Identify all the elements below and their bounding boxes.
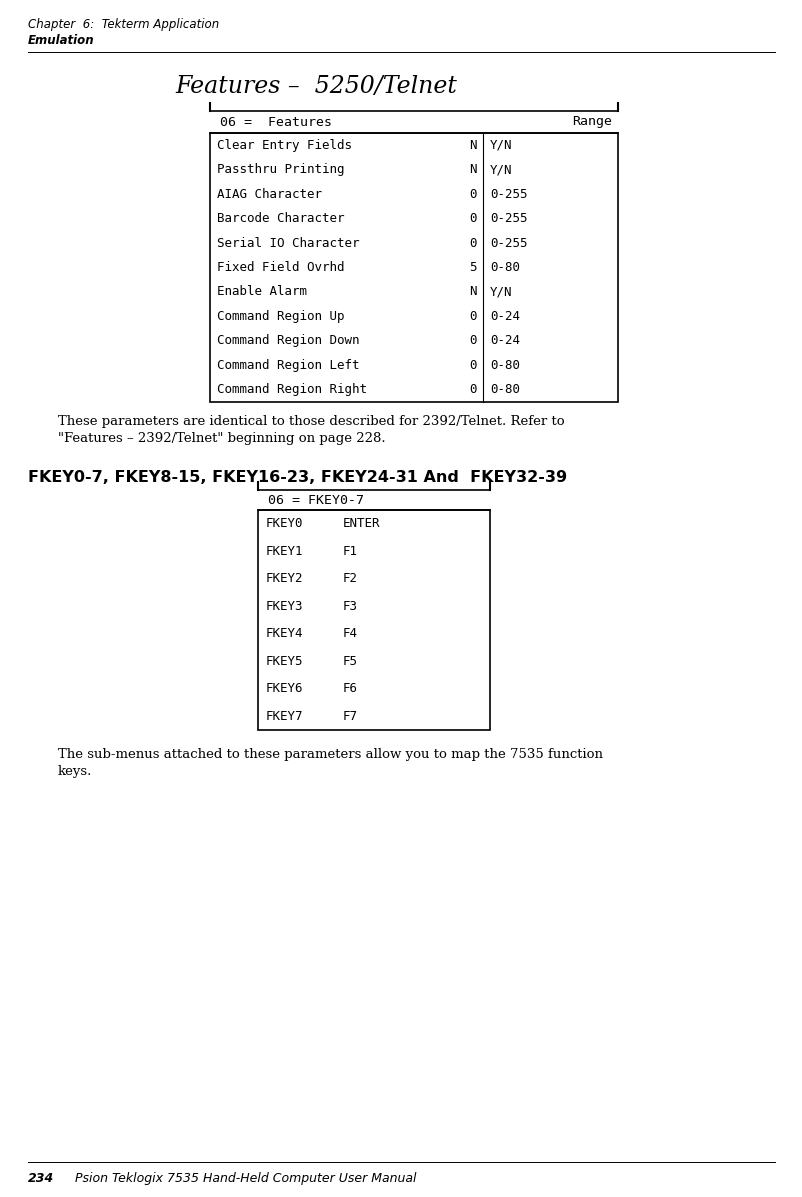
Text: Y/N: Y/N [489, 285, 512, 298]
Text: Features –  5250/Telnet: Features – 5250/Telnet [175, 75, 456, 98]
Text: The sub-menus attached to these parameters allow you to map the 7535 function: The sub-menus attached to these paramete… [58, 748, 602, 761]
Text: 0-255: 0-255 [489, 188, 527, 201]
Text: "Features – 2392/Telnet" beginning on page 228.: "Features – 2392/Telnet" beginning on pa… [58, 432, 385, 445]
Text: Enable Alarm: Enable Alarm [217, 285, 359, 298]
Text: F1: F1 [342, 545, 358, 558]
Text: Clear Entry Fields: Clear Entry Fields [217, 139, 359, 152]
Text: 0: 0 [469, 237, 476, 249]
Text: N: N [469, 285, 476, 298]
Text: 06 = FKEY0-7: 06 = FKEY0-7 [268, 493, 363, 506]
Text: 0: 0 [469, 188, 476, 201]
Text: ENTER: ENTER [342, 517, 380, 530]
Text: Fixed Field Ovrhd: Fixed Field Ovrhd [217, 261, 359, 274]
Text: 0: 0 [469, 334, 476, 347]
Text: Command Region Down: Command Region Down [217, 334, 359, 347]
Text: FKEY0-7, FKEY8-15, FKEY16-23, FKEY24-31 And  FKEY32-39: FKEY0-7, FKEY8-15, FKEY16-23, FKEY24-31 … [28, 470, 566, 485]
Text: keys.: keys. [58, 765, 92, 778]
Bar [257, 510, 489, 730]
Text: 0-255: 0-255 [489, 212, 527, 225]
Text: 0-24: 0-24 [489, 310, 520, 323]
Text: Serial IO Character: Serial IO Character [217, 237, 359, 249]
Text: Psion Teklogix 7535 Hand-Held Computer User Manual: Psion Teklogix 7535 Hand-Held Computer U… [75, 1172, 416, 1185]
Text: 0-80: 0-80 [489, 261, 520, 274]
Text: FKEY7: FKEY7 [265, 710, 303, 723]
Text: These parameters are identical to those described for 2392/Telnet. Refer to: These parameters are identical to those … [58, 415, 564, 429]
Text: Barcode Character: Barcode Character [217, 212, 359, 225]
Text: Command Region Right: Command Region Right [217, 383, 367, 396]
Text: 0: 0 [469, 383, 476, 396]
Text: F6: F6 [342, 682, 358, 695]
Text: N: N [469, 163, 476, 176]
Text: AIAG Character: AIAG Character [217, 188, 359, 201]
Text: FKEY1: FKEY1 [265, 545, 303, 558]
Text: 0-255: 0-255 [489, 237, 527, 249]
Text: Y/N: Y/N [489, 163, 512, 176]
Text: Command Region Left: Command Region Left [217, 359, 359, 372]
Text: FKEY0: FKEY0 [265, 517, 303, 530]
Text: 0-80: 0-80 [489, 359, 520, 372]
Text: F5: F5 [342, 655, 358, 668]
Text: FKEY4: FKEY4 [265, 627, 303, 640]
Text: F3: F3 [342, 600, 358, 613]
Text: 0-80: 0-80 [489, 383, 520, 396]
Text: FKEY6: FKEY6 [265, 682, 303, 695]
Text: F4: F4 [342, 627, 358, 640]
Text: N: N [469, 139, 476, 152]
Text: F2: F2 [342, 572, 358, 585]
Text: 06 =  Features: 06 = Features [220, 115, 331, 128]
Text: Passthru Printing: Passthru Printing [217, 163, 359, 176]
Text: Command Region Up: Command Region Up [217, 310, 359, 323]
Text: FKEY3: FKEY3 [265, 600, 303, 613]
Text: 5: 5 [469, 261, 476, 274]
Text: Emulation: Emulation [28, 34, 95, 47]
Bar [210, 133, 618, 402]
Text: FKEY2: FKEY2 [265, 572, 303, 585]
Text: F7: F7 [342, 710, 358, 723]
Text: 234: 234 [28, 1172, 55, 1185]
Text: 0: 0 [469, 310, 476, 323]
Text: 0: 0 [469, 359, 476, 372]
Text: Chapter  6:  Tekterm Application: Chapter 6: Tekterm Application [28, 18, 219, 31]
Text: Range: Range [571, 115, 611, 128]
Text: FKEY5: FKEY5 [265, 655, 303, 668]
Text: 0-24: 0-24 [489, 334, 520, 347]
Text: Y/N: Y/N [489, 139, 512, 152]
Text: 0: 0 [469, 212, 476, 225]
